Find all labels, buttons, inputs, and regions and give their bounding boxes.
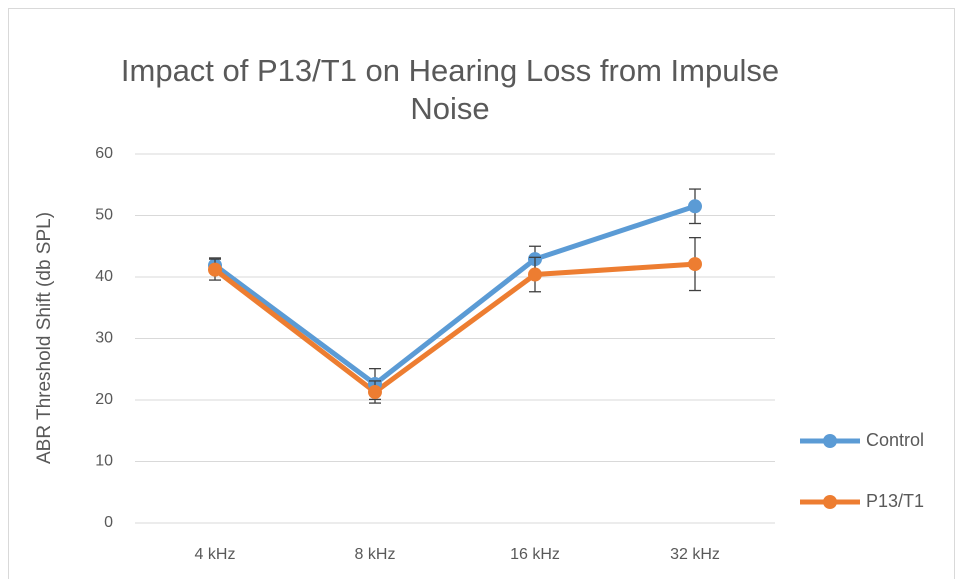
y-tick-label: 30 [95, 330, 113, 347]
y-tick-label: 0 [104, 514, 113, 531]
y-tick-label: 20 [95, 391, 113, 408]
marker [368, 385, 382, 400]
legend-marker [823, 434, 837, 448]
y-tick-label: 60 [95, 145, 113, 162]
x-tick-label: 8 kHz [355, 546, 396, 563]
legend-marker [823, 495, 837, 509]
marker [688, 199, 702, 214]
legend-label: Control [866, 430, 924, 450]
y-tick-label: 50 [95, 207, 113, 224]
x-tick-label: 4 kHz [195, 546, 236, 563]
y-tick-label: 40 [95, 268, 113, 285]
series-line [213, 203, 696, 387]
x-tick-label: 32 kHz [670, 546, 720, 563]
marker [528, 267, 542, 282]
marker [688, 257, 702, 272]
marker [208, 262, 222, 277]
x-tick-label: 16 kHz [510, 546, 560, 563]
series-line [213, 261, 696, 395]
legend-label: P13/T1 [866, 491, 924, 511]
y-tick-label: 10 [95, 453, 113, 470]
chart-title: Impact of P13/T1 on Hearing Loss from Im… [120, 53, 780, 126]
y-axis-label: ABR Threshold Shift (db SPL) [34, 212, 55, 464]
chart-border [8, 8, 955, 579]
